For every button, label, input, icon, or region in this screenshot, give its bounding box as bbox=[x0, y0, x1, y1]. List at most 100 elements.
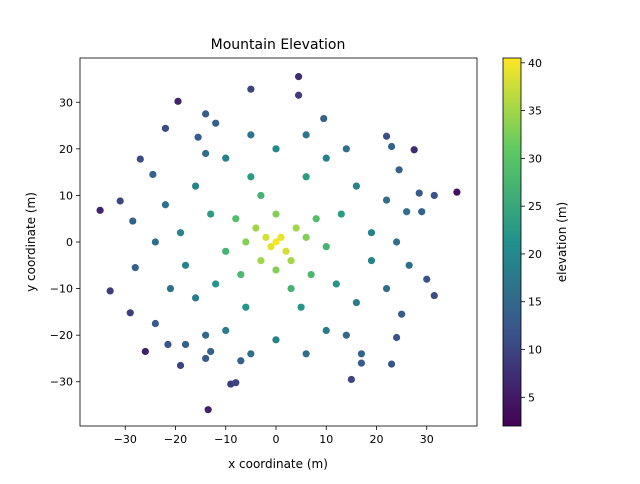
x-tick-label: −10 bbox=[214, 433, 237, 446]
points-layer bbox=[96, 73, 461, 414]
data-point bbox=[202, 331, 210, 339]
data-point bbox=[202, 149, 210, 158]
data-point bbox=[312, 215, 320, 223]
data-point bbox=[191, 294, 200, 302]
data-point bbox=[151, 238, 159, 246]
data-point bbox=[347, 375, 355, 384]
x-tick-label: 0 bbox=[272, 433, 279, 446]
data-point bbox=[204, 406, 212, 414]
data-point bbox=[302, 173, 310, 181]
data-point bbox=[222, 247, 230, 255]
data-point bbox=[357, 350, 366, 358]
data-point bbox=[337, 210, 345, 218]
data-point bbox=[295, 73, 303, 81]
data-point bbox=[292, 224, 300, 232]
data-point bbox=[149, 170, 157, 179]
data-point bbox=[395, 166, 403, 174]
data-point bbox=[247, 131, 255, 139]
data-point bbox=[232, 215, 240, 223]
x-tick-label: 20 bbox=[369, 433, 383, 446]
y-axis: −30 −20 −10 0 10 20 30 bbox=[50, 96, 80, 389]
colorbar-axis: 5 10 15 20 25 30 35 40 bbox=[521, 57, 542, 404]
data-point bbox=[423, 275, 431, 283]
data-point bbox=[106, 287, 114, 295]
data-point bbox=[257, 191, 265, 200]
data-point bbox=[191, 182, 200, 190]
data-point bbox=[164, 340, 172, 349]
data-point bbox=[272, 266, 280, 274]
colorbar-tick-label: 40 bbox=[528, 57, 542, 70]
data-point bbox=[202, 110, 210, 118]
colorbar-label: elevation (m) bbox=[555, 202, 569, 282]
y-tick-label: 0 bbox=[66, 236, 73, 249]
data-point bbox=[302, 350, 310, 358]
data-point bbox=[387, 142, 396, 151]
data-point bbox=[398, 310, 406, 318]
data-point bbox=[342, 145, 350, 153]
data-point bbox=[342, 331, 350, 339]
data-point bbox=[174, 97, 182, 105]
data-point bbox=[287, 284, 295, 293]
data-point bbox=[262, 233, 270, 241]
data-point bbox=[392, 333, 401, 342]
data-point bbox=[352, 182, 360, 190]
data-point bbox=[430, 191, 438, 200]
data-point bbox=[320, 114, 328, 123]
data-point bbox=[247, 85, 255, 93]
data-point bbox=[405, 261, 413, 269]
data-point bbox=[212, 280, 220, 288]
data-point bbox=[222, 154, 230, 162]
x-axis-label: x coordinate (m) bbox=[228, 457, 328, 471]
colorbar-tick-label: 10 bbox=[528, 344, 542, 357]
data-point bbox=[322, 243, 330, 251]
data-point bbox=[415, 189, 423, 197]
data-point bbox=[322, 154, 330, 162]
data-point bbox=[96, 206, 104, 214]
data-point bbox=[161, 124, 170, 132]
data-point bbox=[176, 229, 185, 237]
data-point bbox=[367, 257, 376, 265]
data-point bbox=[181, 340, 190, 349]
data-point bbox=[207, 210, 215, 218]
data-point bbox=[387, 360, 396, 368]
data-point bbox=[166, 284, 175, 293]
data-point bbox=[382, 196, 391, 204]
y-tick-label: −10 bbox=[50, 283, 73, 296]
colorbar-tick-label: 5 bbox=[528, 391, 535, 404]
data-point bbox=[194, 133, 202, 141]
data-point bbox=[242, 238, 250, 246]
data-point bbox=[382, 132, 391, 140]
chart-title: Mountain Elevation bbox=[211, 37, 346, 53]
data-point bbox=[403, 208, 411, 216]
data-point bbox=[322, 326, 330, 335]
data-point bbox=[357, 359, 366, 367]
data-point bbox=[176, 361, 185, 370]
data-point bbox=[161, 201, 170, 209]
data-point bbox=[126, 309, 134, 317]
data-point bbox=[302, 233, 310, 241]
data-point bbox=[295, 91, 303, 99]
colorbar-tick-label: 25 bbox=[528, 200, 542, 213]
data-point bbox=[232, 379, 240, 387]
data-point bbox=[297, 303, 305, 311]
y-axis-label: y coordinate (m) bbox=[24, 192, 38, 292]
data-point bbox=[332, 280, 340, 288]
data-point bbox=[212, 119, 220, 127]
data-point bbox=[272, 145, 280, 153]
data-point bbox=[131, 264, 139, 272]
y-tick-label: −20 bbox=[50, 329, 73, 342]
y-tick-label: 30 bbox=[59, 96, 73, 109]
data-point bbox=[267, 243, 275, 251]
x-tick-label: 30 bbox=[420, 433, 434, 446]
y-tick-label: 10 bbox=[59, 189, 73, 202]
data-point bbox=[392, 238, 401, 246]
data-point bbox=[277, 233, 285, 241]
colorbar-tick-label: 15 bbox=[528, 296, 542, 309]
x-tick-label: 10 bbox=[319, 433, 333, 446]
data-point bbox=[129, 217, 137, 225]
y-tick-label: 20 bbox=[59, 143, 73, 156]
data-point bbox=[202, 354, 210, 363]
data-point bbox=[307, 271, 315, 279]
